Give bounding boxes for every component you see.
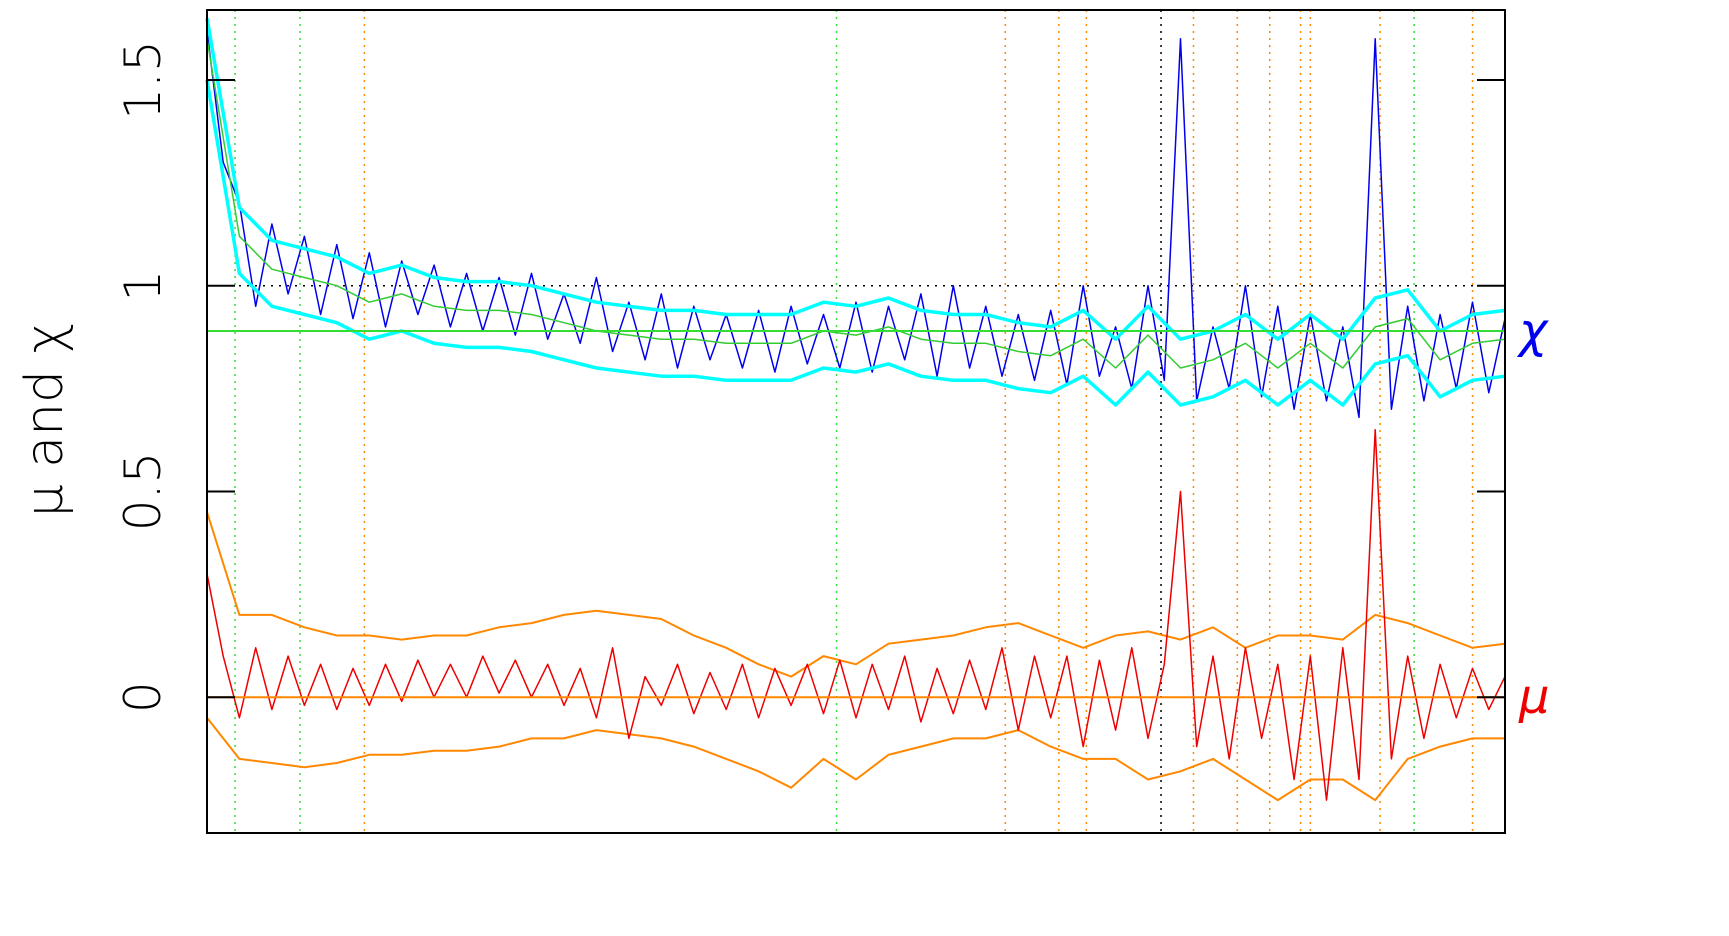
y-tick-label: 1 <box>114 270 172 302</box>
y-tick-label: 0 <box>114 681 172 713</box>
series-line <box>206 38 1506 369</box>
y-axis-label: μ and χ <box>15 323 75 518</box>
y-tick-label: 1.5 <box>114 40 172 120</box>
plot-frame <box>206 9 1506 834</box>
series-line <box>206 30 1506 419</box>
series-label: χ <box>1516 303 1549 359</box>
series-label: μ <box>1518 669 1550 725</box>
series-line <box>206 428 1506 801</box>
series-line <box>206 717 1505 802</box>
y-tick-label: 0.5 <box>114 452 172 532</box>
series-line <box>205 79 1506 407</box>
series-line <box>206 511 1506 678</box>
